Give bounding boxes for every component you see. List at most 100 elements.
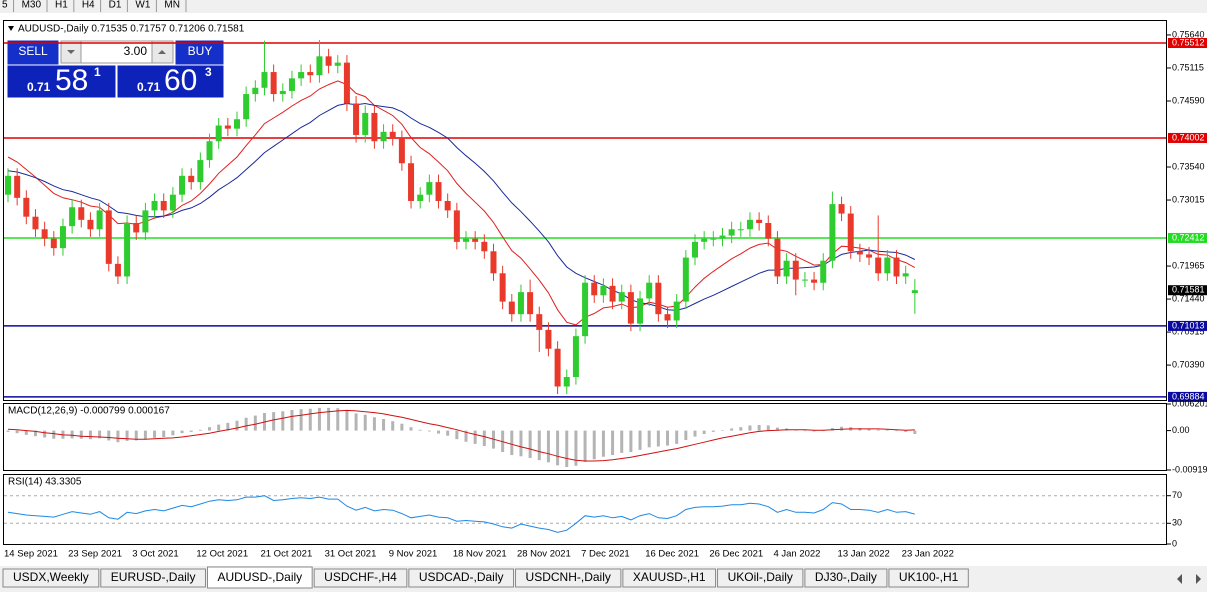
histogram-bar bbox=[537, 430, 541, 461]
tab-label[interactable]: XAUUSD-,H1 bbox=[633, 570, 706, 584]
candle-body bbox=[14, 175, 21, 198]
histogram-bar bbox=[354, 413, 358, 431]
histogram-bar bbox=[235, 420, 239, 431]
level-label-box bbox=[1168, 38, 1207, 49]
candle-body bbox=[499, 273, 506, 302]
tab-label[interactable]: AUDUSD-,Daily bbox=[217, 570, 302, 584]
volume[interactable]: 3.00 bbox=[124, 44, 148, 58]
sell-button[interactable] bbox=[6, 39, 60, 66]
tab-label[interactable]: UK100-,H1 bbox=[899, 570, 959, 584]
candle-body bbox=[197, 160, 204, 183]
level-label: 0.71013 bbox=[1172, 320, 1205, 330]
candle-body bbox=[728, 229, 735, 236]
histogram-bar bbox=[647, 430, 651, 448]
candle-body bbox=[893, 257, 900, 277]
timeframe-button[interactable]: D1 bbox=[109, 0, 122, 11]
price-label-box bbox=[1168, 285, 1207, 296]
candle-body bbox=[32, 216, 39, 230]
level-label-box bbox=[1168, 132, 1207, 143]
tab-label[interactable]: USDCHF-,H4 bbox=[324, 570, 397, 584]
indicator-line bbox=[7, 409, 915, 462]
tab[interactable] bbox=[804, 568, 888, 588]
histogram-bar bbox=[153, 430, 157, 438]
level-label: 0.72412 bbox=[1172, 232, 1205, 242]
tab[interactable] bbox=[622, 568, 717, 588]
histogram-bar bbox=[52, 430, 56, 439]
candle-body bbox=[417, 194, 424, 201]
histogram-bar bbox=[427, 430, 431, 432]
tab[interactable] bbox=[717, 568, 804, 588]
histogram-bar bbox=[281, 411, 285, 431]
x-tick-label: 31 Oct 2021 bbox=[325, 549, 377, 560]
candle-body bbox=[307, 72, 314, 76]
buy-label[interactable]: BUY bbox=[188, 44, 213, 58]
sell-label[interactable]: SELL bbox=[18, 44, 48, 58]
candle-body bbox=[261, 72, 268, 88]
timeframe-button[interactable]: W1 bbox=[135, 0, 150, 11]
histogram-bar bbox=[143, 430, 147, 440]
buy-price-box[interactable] bbox=[116, 64, 225, 99]
y-tick-label: 30 bbox=[1172, 518, 1182, 528]
candle-body bbox=[87, 219, 94, 230]
candle-body bbox=[756, 219, 763, 223]
tab-label[interactable]: USDCNH-,Daily bbox=[526, 570, 611, 584]
tab[interactable] bbox=[408, 568, 515, 588]
candle-body bbox=[646, 282, 653, 299]
histogram-bar bbox=[556, 430, 560, 466]
candle-body bbox=[838, 204, 845, 214]
histogram-bar bbox=[272, 412, 276, 431]
candle-body bbox=[353, 103, 360, 135]
histogram-bar bbox=[134, 430, 138, 441]
candle-body bbox=[444, 200, 451, 211]
tab[interactable] bbox=[888, 568, 969, 588]
candle-body bbox=[737, 229, 744, 231]
candle-body bbox=[59, 226, 66, 249]
candle-body bbox=[288, 78, 295, 91]
histogram-bar bbox=[739, 427, 743, 431]
sell-price-box[interactable] bbox=[6, 64, 117, 99]
timeframe-button[interactable]: MN bbox=[164, 0, 180, 11]
tab-label[interactable]: USDX,Weekly bbox=[13, 570, 89, 584]
histogram-bar bbox=[345, 410, 349, 431]
tab-label[interactable]: EURUSD-,Daily bbox=[111, 570, 196, 584]
tab-scroll-right[interactable] bbox=[1196, 574, 1201, 584]
tab[interactable] bbox=[206, 566, 313, 589]
sell-price-prefix: 0.71 bbox=[27, 80, 51, 94]
candle-body bbox=[270, 72, 277, 95]
y-tick-label: 70 bbox=[1172, 490, 1182, 500]
level-label-box bbox=[1168, 232, 1207, 243]
histogram-bar bbox=[711, 430, 715, 432]
y-tick-label: 0.70390 bbox=[1172, 359, 1205, 369]
histogram-bar bbox=[208, 427, 212, 431]
histogram-bar bbox=[702, 430, 706, 435]
candle-body bbox=[279, 90, 286, 95]
level-label: 0.75512 bbox=[1172, 37, 1205, 47]
candle-body bbox=[481, 241, 488, 252]
timeframe-button[interactable]: H1 bbox=[55, 0, 68, 11]
candle-body bbox=[536, 314, 543, 330]
tab[interactable] bbox=[2, 568, 100, 588]
tab-label[interactable]: DJ30-,Daily bbox=[815, 570, 877, 584]
tab[interactable] bbox=[515, 568, 622, 588]
tab-label[interactable]: UKOil-,Daily bbox=[728, 570, 793, 584]
sell-price-sup: 1 bbox=[94, 65, 101, 79]
histogram-bar bbox=[43, 430, 47, 438]
histogram-bar bbox=[775, 427, 779, 431]
tab-label[interactable]: USDCAD-,Daily bbox=[419, 570, 504, 584]
timeframe-button[interactable]: 5 bbox=[2, 0, 8, 11]
histogram-bar bbox=[180, 430, 184, 434]
histogram-bar bbox=[675, 430, 679, 444]
timeframe-button[interactable]: M30 bbox=[22, 0, 42, 11]
histogram-bar bbox=[592, 430, 596, 460]
x-tick-label: 18 Nov 2021 bbox=[453, 549, 507, 560]
histogram-bar bbox=[629, 430, 633, 453]
histogram-bar bbox=[876, 429, 880, 431]
timeframe-button[interactable]: H4 bbox=[82, 0, 95, 11]
tab[interactable] bbox=[313, 568, 408, 588]
candle-body bbox=[847, 213, 854, 252]
tab-scroll-left[interactable] bbox=[1177, 574, 1182, 584]
histogram-bar bbox=[253, 415, 257, 431]
tab[interactable] bbox=[100, 568, 206, 588]
histogram-bar bbox=[895, 430, 899, 432]
candle-body bbox=[655, 282, 662, 315]
